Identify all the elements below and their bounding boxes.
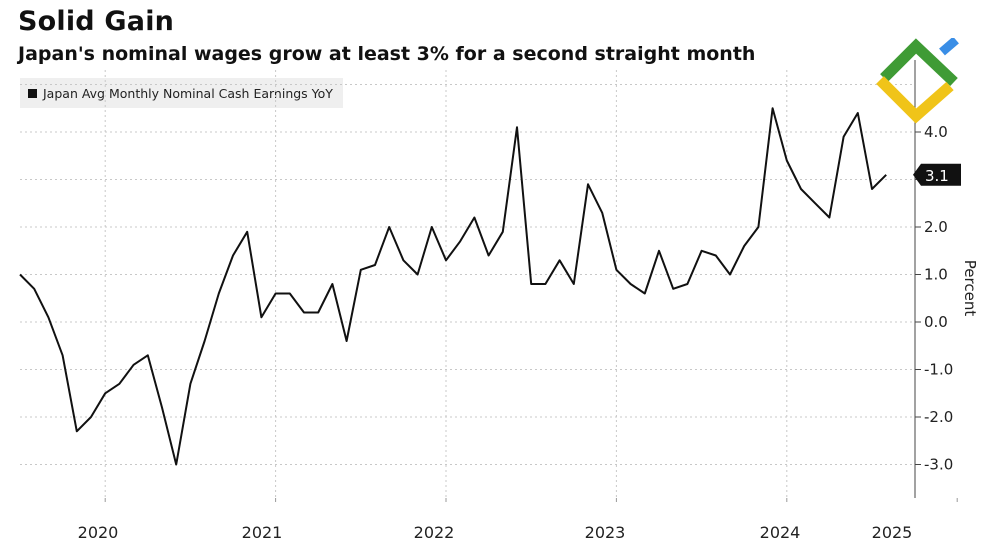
x-tick-label: 2025 — [872, 523, 913, 542]
last-value-label: 3.1 — [925, 167, 949, 185]
logo-yellow-chevron — [876, 76, 954, 124]
chart-title: Solid Gain — [18, 6, 175, 37]
y-tick-label: 0.0 — [924, 313, 948, 331]
grid-lines — [20, 70, 915, 498]
y-tick-label: -2.0 — [924, 408, 953, 426]
chart-subtitle: Japan's nominal wages grow at least 3% f… — [18, 43, 756, 65]
logo-green-chevron — [880, 38, 958, 86]
series-line-nominal-earnings — [19, 107, 887, 466]
x-axis: 2020 2021 2022 2023 2024 2025 — [78, 498, 958, 542]
last-value-badge: 3.1 — [913, 163, 961, 186]
x-tick-label: 2020 — [78, 523, 119, 542]
x-tick-label: 2023 — [585, 523, 626, 542]
legend-swatch — [28, 88, 37, 98]
legend-label: Japan Avg Monthly Nominal Cash Earnings … — [43, 85, 333, 101]
y-axis: -3.0-2.0-1.00.01.02.03.04.0 — [914, 60, 953, 498]
logo-blue-stroke — [939, 38, 959, 56]
y-axis-label: Percent — [961, 260, 979, 317]
y-tick-label: -3.0 — [924, 456, 953, 474]
y-tick-label: 4.0 — [924, 123, 948, 141]
last-value-badge-bg — [913, 163, 961, 186]
chart-legend: Japan Avg Monthly Nominal Cash Earnings … — [20, 78, 343, 108]
x-tick-label: 2021 — [242, 523, 283, 542]
x-tick-label: 2022 — [414, 523, 455, 542]
brand-logo — [876, 38, 959, 124]
y-tick-label: 1.0 — [924, 266, 948, 284]
y-tick-label: 2.0 — [924, 218, 948, 236]
y-tick-label: -1.0 — [924, 361, 953, 379]
x-tick-label: 2024 — [760, 523, 801, 542]
